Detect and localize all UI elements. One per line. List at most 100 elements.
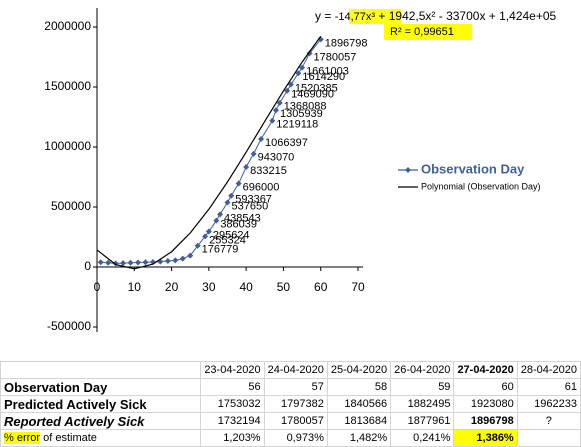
point-marker: [258, 136, 265, 143]
table-cell: 1896798: [453, 412, 518, 430]
legend-marker: [405, 167, 411, 173]
point-marker: [105, 259, 112, 266]
point-marker: [299, 64, 306, 71]
equation-part: y =: [315, 9, 335, 23]
trend-equation: y = -14,77x³ + 1942,5x² - 33700x + 1,424…: [315, 9, 557, 23]
point-marker: [142, 259, 149, 266]
data-label: 537650: [232, 200, 269, 212]
table-cell: 1,203%: [200, 429, 265, 447]
point-marker: [213, 217, 220, 224]
table-cell: 1780057: [263, 412, 328, 430]
y-tick-label: 1500000: [44, 79, 91, 93]
table-cell: 61: [516, 378, 581, 396]
point-marker: [250, 150, 257, 157]
data-table: 23-04-2020 24-04-2020 25-04-2020 26-04-2020…: [0, 361, 581, 447]
data-label: 1780057: [314, 51, 357, 63]
data-label: 593367: [235, 194, 272, 206]
point-marker: [97, 259, 104, 266]
chart: y = -14,77x³ + 1942,5x² - 33700x + 1,424…: [44, 8, 557, 333]
table-cell: 1813684: [326, 412, 392, 430]
date-cell: 27-04-2020: [453, 361, 518, 379]
y-tick-label: 500000: [51, 199, 91, 213]
r2-highlight: [384, 24, 472, 40]
data-label: 295624: [213, 229, 250, 241]
table-cell: 0,973%: [263, 429, 328, 447]
data-label: 386039: [220, 219, 257, 231]
data-label: 438543: [224, 212, 261, 224]
row-label: % error of estimate: [0, 429, 202, 447]
date-cell: 28-04-2020: [516, 361, 581, 379]
x-tick-label: 10: [128, 280, 142, 294]
point-marker: [179, 255, 186, 262]
x-tick-label: 70: [351, 280, 365, 294]
point-marker: [276, 99, 283, 106]
point-marker: [295, 70, 302, 77]
label-part: % error: [4, 432, 41, 444]
table-cell: 1877961: [390, 412, 455, 430]
x-tick-label: 50: [277, 280, 291, 294]
data-label: 1614290: [302, 71, 345, 83]
table-cell: 1797382: [263, 395, 328, 413]
trend-line: [96, 35, 322, 270]
row-label: Observation Day: [0, 378, 202, 396]
date-cell: 26-04-2020: [390, 361, 455, 379]
legend-label: Polynomial (Observation Day): [421, 181, 541, 191]
row-label: Reported Actively Sick: [0, 412, 202, 430]
table-cell: 0,241%: [390, 429, 455, 447]
table-cell: 57: [263, 378, 328, 396]
point-marker: [164, 258, 171, 264]
x-tick-label: 20: [165, 280, 179, 294]
table-cell: 1732194: [200, 412, 265, 430]
y-tick-label: 2000000: [44, 19, 91, 33]
header-row: 23-04-2020 24-04-2020 25-04-2020 26-04-2020…: [0, 361, 581, 379]
point-marker: [272, 107, 279, 114]
point-marker: [120, 260, 127, 267]
point-marker: [194, 242, 201, 249]
data-label: 255324: [209, 234, 246, 246]
data-label: 696000: [243, 181, 280, 193]
point-marker: [224, 199, 231, 206]
table-cell: 56: [200, 378, 265, 396]
table-cell: 1,482%: [326, 429, 392, 447]
point-marker: [135, 259, 142, 266]
point-marker: [172, 257, 179, 264]
point-marker: [243, 164, 250, 171]
data-label: 833215: [250, 165, 287, 177]
table-cell: 1,386%: [453, 429, 518, 447]
table-cell: 58: [326, 378, 392, 396]
x-tick-label: 30: [202, 280, 216, 294]
date-cell: 23-04-2020: [200, 361, 265, 379]
point-marker: [287, 81, 294, 88]
corner-cell: [0, 361, 202, 379]
data-label: 1219118: [276, 119, 318, 131]
data-label: 1520385: [295, 82, 338, 94]
r-squared: R² = 0,99651: [390, 26, 454, 38]
table-cell: 1753032: [200, 395, 265, 413]
point-marker: [217, 211, 224, 218]
table-cell: 1840566: [326, 395, 392, 413]
equation-part: + 1942,5x² - 33700x + 1,424e+05: [375, 9, 556, 23]
x-tick-label: 40: [239, 280, 253, 294]
data-label: 1661003: [306, 66, 349, 78]
data-label: 1368088: [284, 101, 327, 113]
x-tick-label: 0: [94, 280, 101, 294]
coef-highlight: [349, 9, 401, 24]
table-row: Predicted Actively Sick 1753032 1797382 184…: [0, 395, 581, 413]
table-cell: 1882495: [390, 395, 455, 413]
point-marker: [228, 192, 235, 199]
label-part: of estimate: [40, 432, 97, 444]
table-cell: 60: [453, 378, 518, 396]
point-marker: [202, 233, 209, 240]
point-marker: [127, 259, 134, 266]
y-tick-label: 1000000: [44, 139, 91, 153]
x-tick-label: 60: [314, 280, 328, 294]
table-cell: ?: [516, 412, 581, 430]
legend-label: Observation Day: [421, 161, 525, 176]
point-marker: [205, 228, 212, 235]
point-marker: [187, 252, 194, 259]
data-label: 176779: [202, 244, 239, 256]
table-row: % error of estimate 1,203% 0,973% 1,482% 0,2…: [0, 429, 581, 447]
data-label: 1896798: [325, 37, 368, 49]
point-marker: [284, 87, 291, 94]
